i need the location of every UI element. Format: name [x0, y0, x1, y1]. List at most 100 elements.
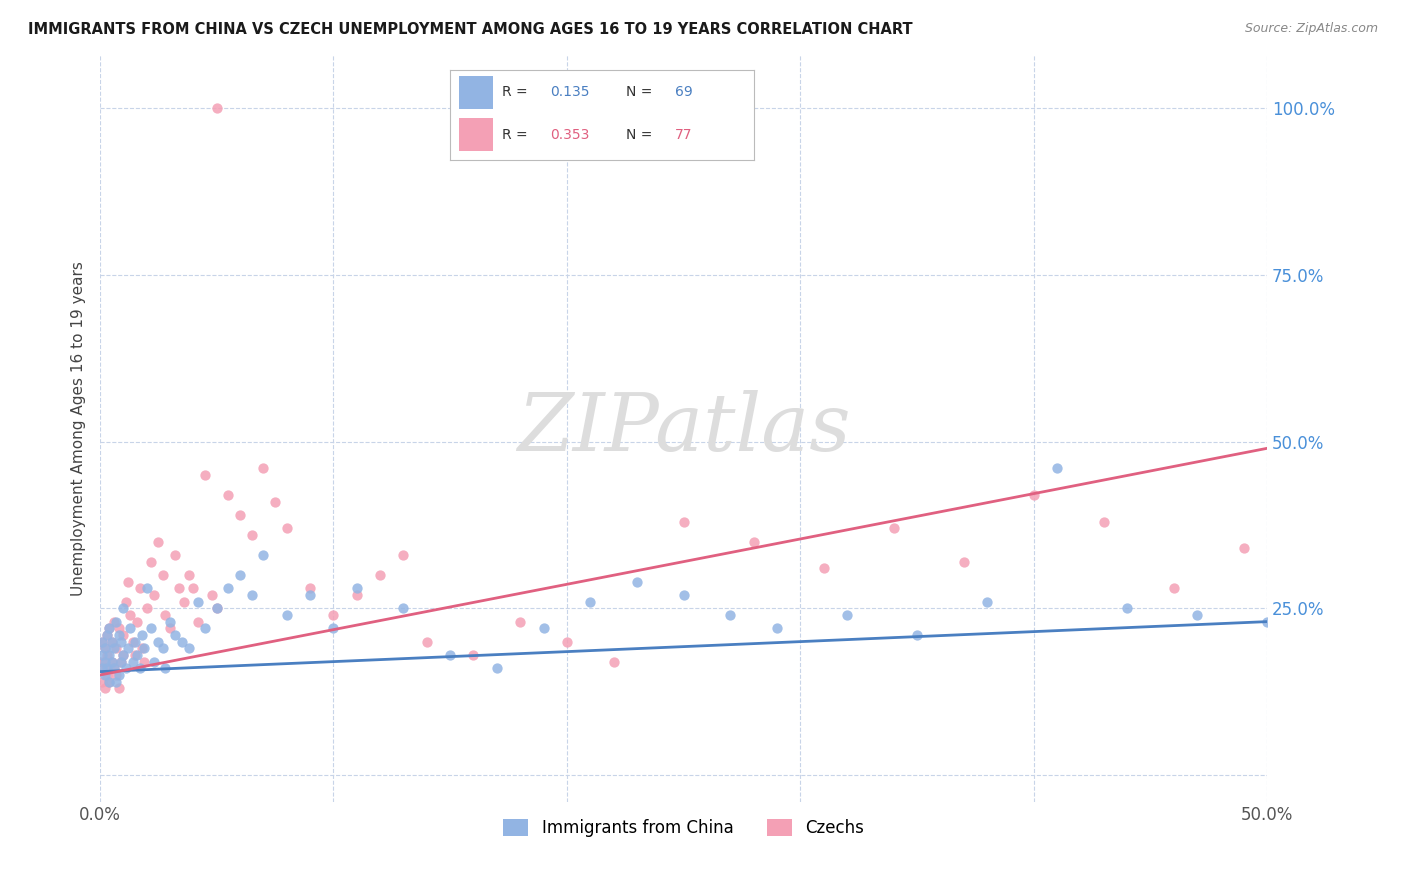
Point	[96, 628, 118, 642]
Point	[905, 628, 928, 642]
Point	[103, 661, 125, 675]
Point	[1046, 461, 1069, 475]
Point	[177, 568, 200, 582]
Point	[141, 621, 163, 635]
Point	[112, 628, 135, 642]
Point	[1115, 601, 1137, 615]
Point	[742, 534, 765, 549]
Point	[141, 555, 163, 569]
Point	[117, 641, 139, 656]
Point	[299, 582, 322, 596]
Point	[602, 655, 624, 669]
Point	[127, 648, 149, 662]
Point	[98, 621, 121, 635]
Point	[1092, 515, 1115, 529]
Point	[1185, 607, 1208, 622]
Point	[98, 648, 121, 662]
Point	[187, 594, 209, 608]
Point	[485, 661, 508, 675]
Point	[205, 601, 228, 615]
Point	[155, 661, 177, 675]
Point	[121, 634, 143, 648]
Point	[107, 668, 129, 682]
Point	[112, 648, 135, 662]
Text: IMMIGRANTS FROM CHINA VS CZECH UNEMPLOYMENT AMONG AGES 16 TO 19 YEARS CORRELATIO: IMMIGRANTS FROM CHINA VS CZECH UNEMPLOYM…	[28, 22, 912, 37]
Point	[555, 634, 578, 648]
Point	[187, 615, 209, 629]
Point	[463, 648, 485, 662]
Point	[346, 582, 368, 596]
Point	[368, 568, 391, 582]
Point	[163, 628, 186, 642]
Point	[142, 588, 165, 602]
Point	[766, 621, 789, 635]
Point	[101, 655, 124, 669]
Point	[148, 634, 170, 648]
Point	[579, 594, 602, 608]
Point	[322, 607, 344, 622]
Point	[416, 634, 439, 648]
Point	[155, 607, 177, 622]
Point	[91, 634, 114, 648]
Point	[152, 641, 174, 656]
Point	[91, 661, 114, 675]
Point	[201, 588, 224, 602]
Point	[105, 668, 128, 682]
Point	[169, 582, 191, 596]
Point	[117, 574, 139, 589]
Point	[131, 628, 153, 642]
Point	[835, 607, 858, 622]
Point	[392, 601, 415, 615]
Point	[107, 681, 129, 696]
Point	[110, 655, 132, 669]
Point	[1302, 621, 1324, 635]
Point	[229, 568, 252, 582]
Point	[217, 488, 239, 502]
Point	[91, 648, 114, 662]
Point	[98, 621, 121, 635]
Point	[98, 674, 121, 689]
Point	[94, 641, 117, 656]
Point	[107, 628, 129, 642]
Point	[229, 508, 252, 522]
Point	[124, 634, 146, 648]
Point	[439, 648, 461, 662]
Point	[96, 628, 118, 642]
Point	[276, 607, 298, 622]
Point	[94, 681, 117, 696]
Point	[194, 621, 217, 635]
Point	[276, 521, 298, 535]
Point	[96, 661, 118, 675]
Point	[322, 621, 344, 635]
Point	[128, 661, 150, 675]
Point	[94, 661, 117, 675]
Point	[240, 528, 263, 542]
Point	[121, 655, 143, 669]
Point	[672, 588, 695, 602]
Point	[91, 655, 114, 669]
Legend: Immigrants from China, Czechs: Immigrants from China, Czechs	[495, 811, 872, 846]
Point	[1372, 648, 1395, 662]
Point	[120, 621, 142, 635]
Point	[264, 494, 287, 508]
Point	[170, 634, 193, 648]
Point	[952, 555, 974, 569]
Point	[128, 582, 150, 596]
Point	[127, 615, 149, 629]
Point	[134, 655, 156, 669]
Point	[509, 615, 531, 629]
Point	[120, 607, 142, 622]
Point	[672, 515, 695, 529]
Point	[299, 588, 322, 602]
Point	[114, 661, 136, 675]
Point	[252, 461, 274, 475]
Point	[163, 548, 186, 562]
Point	[135, 601, 157, 615]
Point	[1022, 488, 1045, 502]
Point	[148, 534, 170, 549]
Point	[1232, 541, 1254, 556]
Point	[103, 641, 125, 656]
Point	[392, 548, 415, 562]
Point	[183, 582, 205, 596]
Point	[1163, 582, 1185, 596]
